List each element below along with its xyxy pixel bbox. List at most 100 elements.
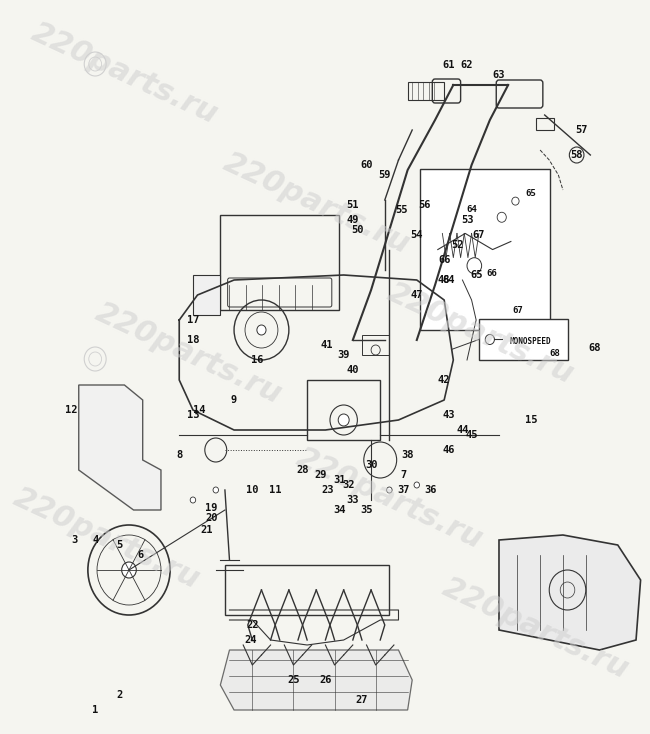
Circle shape	[257, 325, 266, 335]
Text: 35: 35	[360, 505, 372, 515]
Text: 6: 6	[138, 550, 144, 560]
Text: 41: 41	[321, 340, 333, 350]
Circle shape	[338, 414, 349, 426]
Text: 11: 11	[269, 485, 281, 495]
Text: 220parts.ru: 220parts.ru	[383, 278, 578, 390]
Text: 57: 57	[575, 125, 588, 135]
Text: 3: 3	[71, 535, 77, 545]
Polygon shape	[499, 535, 641, 650]
Text: 31: 31	[333, 475, 345, 485]
Text: 29: 29	[315, 470, 327, 480]
Text: 66: 66	[486, 269, 497, 278]
Bar	[479, 319, 568, 360]
Text: 59: 59	[378, 170, 391, 180]
Text: 32: 32	[342, 480, 354, 490]
Text: 45: 45	[465, 430, 478, 440]
Text: 24: 24	[244, 635, 257, 645]
Text: 18: 18	[187, 335, 199, 345]
Text: 16: 16	[251, 355, 263, 365]
Bar	[193, 275, 220, 315]
Text: 9: 9	[231, 395, 237, 405]
Text: 56: 56	[418, 200, 430, 210]
Text: 37: 37	[396, 485, 410, 495]
Text: 50: 50	[351, 225, 363, 235]
Text: 5: 5	[117, 540, 123, 550]
Text: 42: 42	[438, 375, 450, 385]
Text: 65: 65	[525, 189, 536, 197]
Text: 220parts.ru: 220parts.ru	[218, 148, 414, 260]
Bar	[225, 565, 389, 615]
Text: 63: 63	[493, 70, 505, 80]
Text: 15: 15	[525, 415, 537, 425]
Bar	[419, 169, 550, 330]
Text: 65: 65	[470, 270, 482, 280]
Text: 66: 66	[438, 255, 450, 265]
Text: 7: 7	[400, 470, 406, 480]
Text: 46: 46	[443, 445, 455, 455]
Text: 47: 47	[411, 290, 423, 300]
Text: 39: 39	[337, 350, 350, 360]
Text: 20: 20	[205, 513, 218, 523]
Text: 27: 27	[356, 695, 368, 705]
Text: 67: 67	[473, 230, 485, 240]
Text: 14: 14	[193, 405, 205, 415]
Bar	[362, 335, 389, 355]
Text: 60: 60	[360, 160, 372, 170]
Text: 54: 54	[411, 230, 423, 240]
Text: 33: 33	[346, 495, 359, 505]
Text: 38: 38	[402, 450, 414, 460]
Text: 55: 55	[395, 205, 408, 215]
Text: 34: 34	[333, 505, 345, 515]
Text: 61: 61	[443, 60, 455, 70]
Circle shape	[190, 497, 196, 503]
Text: 13: 13	[187, 410, 199, 420]
Text: 21: 21	[200, 525, 213, 535]
Text: 2: 2	[117, 690, 123, 700]
Text: 10: 10	[246, 485, 259, 495]
Bar	[307, 380, 380, 440]
Text: 220parts.ru: 220parts.ru	[27, 18, 222, 130]
Text: 25: 25	[287, 675, 300, 685]
Text: 1: 1	[92, 705, 98, 715]
Text: 58: 58	[571, 150, 583, 160]
Text: 68: 68	[549, 349, 560, 358]
Text: 68: 68	[589, 343, 601, 353]
Bar	[408, 82, 444, 100]
Circle shape	[414, 482, 419, 488]
Text: 49: 49	[346, 215, 359, 225]
Bar	[536, 118, 554, 130]
Text: 30: 30	[365, 460, 378, 470]
Text: 23: 23	[321, 485, 333, 495]
Text: 220parts.ru: 220parts.ru	[292, 443, 488, 555]
Text: 40: 40	[346, 365, 359, 375]
Text: 52: 52	[452, 240, 464, 250]
Text: 220parts.ru: 220parts.ru	[8, 483, 204, 595]
Text: 48: 48	[438, 275, 450, 285]
Text: 44: 44	[456, 425, 469, 435]
Bar	[220, 215, 339, 310]
Text: 64: 64	[443, 275, 455, 285]
Text: 62: 62	[461, 60, 473, 70]
Text: 8: 8	[176, 450, 183, 460]
Text: 53: 53	[461, 215, 473, 225]
Polygon shape	[220, 650, 412, 710]
Text: 4: 4	[92, 535, 98, 545]
Text: 26: 26	[319, 675, 332, 685]
Text: 28: 28	[296, 465, 309, 475]
Text: MONOSPEED: MONOSPEED	[510, 337, 552, 346]
Text: 19: 19	[205, 503, 218, 513]
Circle shape	[387, 487, 392, 493]
Text: 220parts.ru: 220parts.ru	[437, 573, 633, 685]
Text: 22: 22	[246, 620, 259, 630]
Polygon shape	[79, 385, 161, 510]
Text: 64: 64	[467, 205, 477, 214]
Text: 36: 36	[424, 485, 437, 495]
Circle shape	[122, 562, 136, 578]
Text: 17: 17	[187, 315, 199, 325]
Text: 51: 51	[346, 200, 359, 210]
Text: 12: 12	[65, 405, 78, 415]
Circle shape	[213, 487, 218, 493]
Text: 43: 43	[443, 410, 455, 420]
Text: 220parts.ru: 220parts.ru	[90, 298, 286, 410]
Text: 67: 67	[512, 306, 523, 316]
